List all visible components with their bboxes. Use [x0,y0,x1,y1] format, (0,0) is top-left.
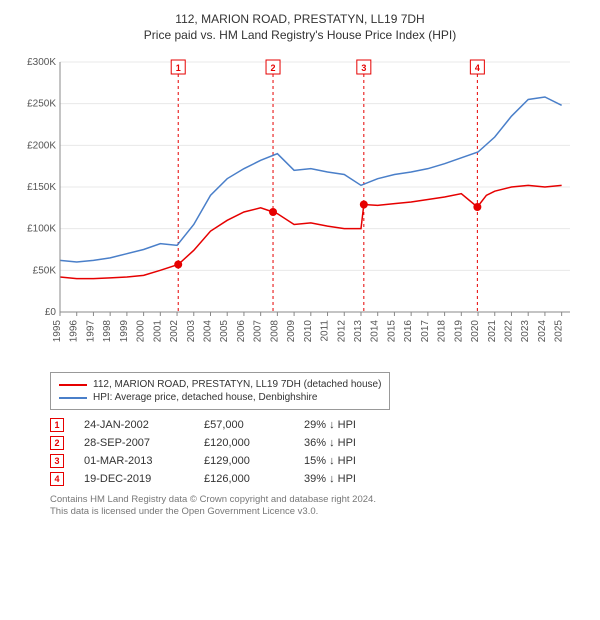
event-marker-num: 4 [475,63,480,73]
event-diff: 29% ↓ HPI [304,419,356,431]
x-tick-label: 1999 [119,320,130,343]
x-tick-label: 2019 [453,320,464,343]
x-tick-label: 2005 [219,320,230,343]
event-marker-num: 3 [361,63,366,73]
x-tick-label: 2016 [403,320,414,343]
y-tick-label: £200K [27,140,56,151]
x-tick-label: 1996 [69,320,80,343]
x-tick-label: 1995 [52,320,63,343]
chart-svg: £0 £50K £100K £150K £200K £250K £300K 1 2 3 4 1995 1… [20,52,580,362]
y-tick-label: £150K [27,182,56,193]
events-table: 1 24-JAN-2002 £57,000 29% ↓ HPI 2 28-SEP-2007… [50,418,590,486]
x-tick-label: 2004 [202,320,213,343]
x-tick-label: 2017 [420,320,431,343]
page-subtitle: Price paid vs. HM Land Registry's House … [10,28,590,42]
x-tick-label: 2002 [169,320,180,343]
event-marker: 2 [50,436,64,450]
x-tick-label: 2025 [554,320,565,343]
x-tick-label: 2006 [236,320,247,343]
event-diff: 15% ↓ HPI [304,455,356,467]
x-tick-label: 2008 [269,320,280,343]
x-tick-label: 2012 [336,320,347,343]
x-tick-label: 2021 [487,320,498,343]
x-tick-label: 2013 [353,320,364,343]
event-marker: 4 [50,472,64,486]
event-date: 28-SEP-2007 [84,437,184,449]
legend-swatch-address [59,384,87,386]
event-row: 2 28-SEP-2007 £120,000 36% ↓ HPI [50,436,590,450]
event-date: 24-JAN-2002 [84,419,184,431]
event-date: 01-MAR-2013 [84,455,184,467]
series-address [60,185,562,278]
footer-line: This data is licensed under the Open Gov… [50,506,590,518]
page-title: 112, MARION ROAD, PRESTATYN, LL19 7DH [10,12,590,26]
event-price: £57,000 [204,419,284,431]
legend-item-address: 112, MARION ROAD, PRESTATYN, LL19 7DH (d… [59,379,381,390]
x-tick-label: 2018 [437,320,448,343]
x-tick-label: 2023 [520,320,531,343]
y-tick-label: £100K [27,224,56,235]
legend-label: 112, MARION ROAD, PRESTATYN, LL19 7DH (d… [93,379,381,390]
x-tick-label: 2003 [186,320,197,343]
x-tick-label: 1998 [102,320,113,343]
event-marker-num: 1 [176,63,181,73]
event-price: £129,000 [204,455,284,467]
x-tick-label: 2001 [152,320,163,343]
y-tick-label: £300K [27,57,56,68]
x-tick-label: 2022 [503,320,514,343]
event-price: £126,000 [204,473,284,485]
x-tick-label: 2020 [470,320,481,343]
event-price: £120,000 [204,437,284,449]
legend-swatch-hpi [59,397,87,399]
event-row: 1 24-JAN-2002 £57,000 29% ↓ HPI [50,418,590,432]
x-tick-label: 2000 [136,320,147,343]
event-diff: 36% ↓ HPI [304,437,356,449]
event-row: 3 01-MAR-2013 £129,000 15% ↓ HPI [50,454,590,468]
event-marker: 3 [50,454,64,468]
x-tick-label: 2011 [320,320,331,342]
footer-line: Contains HM Land Registry data © Crown c… [50,494,590,506]
price-chart: £0 £50K £100K £150K £200K £250K £300K 1 2 3 4 1995 1… [20,52,580,362]
x-tick-label: 1997 [85,320,96,343]
event-date: 19-DEC-2019 [84,473,184,485]
legend-label: HPI: Average price, detached house, Denb… [93,392,317,403]
y-tick-label: £250K [27,99,56,110]
event-marker-num: 2 [271,63,276,73]
y-tick-label: £50K [33,265,57,276]
x-tick-label: 2015 [386,320,397,343]
event-row: 4 19-DEC-2019 £126,000 39% ↓ HPI [50,472,590,486]
legend-item-hpi: HPI: Average price, detached house, Denb… [59,392,381,403]
footer: Contains HM Land Registry data © Crown c… [50,494,590,519]
legend: 112, MARION ROAD, PRESTATYN, LL19 7DH (d… [50,372,390,410]
x-tick-label: 2010 [303,320,314,343]
y-tick-label: £0 [45,307,57,318]
event-diff: 39% ↓ HPI [304,473,356,485]
series-hpi [60,97,562,262]
x-tick-label: 2007 [253,320,264,343]
x-tick-label: 2014 [370,320,381,343]
x-tick-label: 2009 [286,320,297,343]
event-marker: 1 [50,418,64,432]
x-tick-label: 2024 [537,320,548,343]
